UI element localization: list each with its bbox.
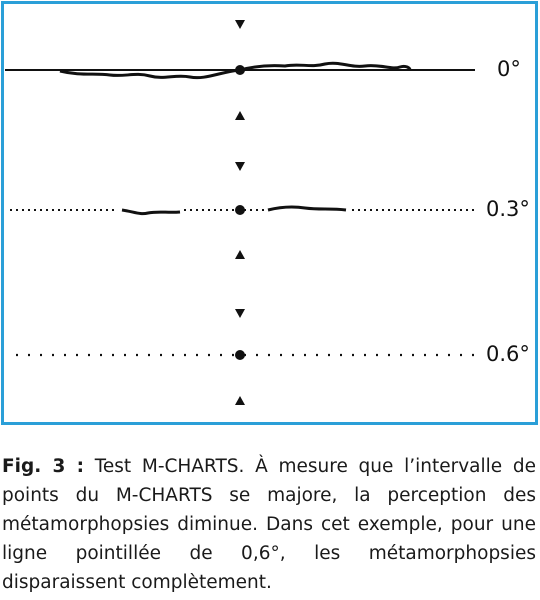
figure-frame bbox=[1, 1, 538, 425]
distortion bbox=[59, 61, 412, 80]
gap bbox=[118, 205, 183, 215]
line-label: 0.6° bbox=[486, 342, 530, 366]
caption-label: Fig. 3 : bbox=[2, 456, 85, 477]
arrow-down bbox=[235, 162, 245, 171]
center-dot bbox=[235, 205, 245, 215]
arrow-up bbox=[235, 111, 245, 120]
caption: Fig. 3 : Test M-CHARTS. À mesure que l’i… bbox=[2, 452, 536, 597]
center-dot bbox=[235, 350, 245, 360]
distortion bbox=[121, 208, 181, 216]
center-dot bbox=[235, 65, 245, 75]
caption-text: Test M-CHARTS. À mesure que l’intervalle… bbox=[2, 456, 536, 593]
line-label: 0° bbox=[497, 57, 521, 81]
arrow-down bbox=[235, 20, 245, 29]
distortion bbox=[267, 205, 347, 212]
gap bbox=[265, 205, 350, 215]
figure: 0° 0.3° 0.6° bbox=[1, 1, 538, 425]
arrow-up bbox=[235, 396, 245, 405]
line-label: 0.3° bbox=[486, 197, 530, 221]
arrow-up bbox=[235, 250, 245, 259]
arrow-down bbox=[235, 309, 245, 318]
